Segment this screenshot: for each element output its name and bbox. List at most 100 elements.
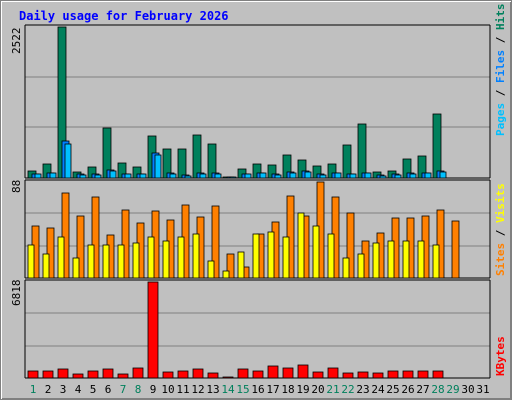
- visits-bar-sites: [346, 212, 355, 279]
- visits-bar-visits: [327, 233, 335, 279]
- hits-bar-pages: [259, 172, 267, 179]
- kbytes-max-label: 6818: [10, 280, 23, 307]
- visits-bar-visits: [312, 225, 320, 279]
- kbytes-bar-kbytes: [297, 364, 309, 379]
- visits-bar-visits: [162, 240, 170, 279]
- kbytes-bar-kbytes: [222, 376, 234, 379]
- visits-bar-visits: [132, 242, 140, 279]
- kbytes-bar-kbytes: [342, 372, 354, 379]
- kbytes-bar-kbytes: [387, 370, 399, 379]
- hits-bar-pages: [169, 173, 177, 179]
- hits-bar-pages: [319, 174, 327, 179]
- visits-bar-visits: [417, 240, 425, 279]
- hits-bar-pages: [34, 173, 42, 179]
- kbytes-bar-kbytes: [327, 367, 339, 379]
- day-label: 27: [416, 383, 429, 396]
- day-label: 5: [90, 383, 97, 396]
- day-label: 20: [311, 383, 324, 396]
- kbytes-bar-kbytes: [177, 370, 189, 379]
- visits-bar-visits: [117, 244, 125, 279]
- kbytes-legend: KBytes: [494, 336, 507, 376]
- kbytes-bar-kbytes: [312, 371, 324, 379]
- hits-bar-pages: [394, 174, 402, 179]
- day-label: 24: [371, 383, 385, 396]
- kbytes-bar-kbytes: [282, 367, 294, 379]
- visits-bar-visits: [402, 240, 410, 279]
- visits-bar-visits: [342, 257, 350, 279]
- hits-bar-pages: [199, 173, 207, 179]
- hits-bar-pages: [379, 175, 387, 179]
- day-label: 1: [30, 383, 37, 396]
- hits-bar-pages: [274, 174, 282, 179]
- kbytes-bar-kbytes: [147, 281, 159, 379]
- hits-bar-hits: [177, 148, 187, 179]
- hits-bar-pages: [154, 154, 162, 179]
- day-label: 22: [341, 383, 354, 396]
- hits-bar-pages: [439, 171, 447, 179]
- visits-bar-visits: [372, 242, 380, 279]
- hits-panel: [24, 24, 491, 179]
- hits-bar-pages: [289, 172, 297, 179]
- visits-bar-visits: [207, 260, 215, 279]
- hits-bar-pages: [184, 175, 192, 179]
- hits-bar-pages: [214, 173, 222, 179]
- hits-max-label: 2522: [10, 28, 23, 55]
- kbytes-bar-kbytes: [372, 372, 384, 379]
- kbytes-bar-kbytes: [57, 368, 69, 379]
- kbytes-bar-kbytes: [27, 370, 39, 379]
- legend-kbytes: KBytes: [494, 336, 507, 376]
- day-label: 30: [461, 383, 474, 396]
- visits-bar-visits: [282, 236, 290, 279]
- hits-bar-pages: [364, 172, 372, 179]
- hits-bar-pages: [124, 173, 132, 179]
- kbytes-bar-kbytes: [117, 373, 129, 379]
- visits-max-label: 88: [10, 180, 23, 193]
- hits-bar-pages: [424, 172, 432, 179]
- visits-bar-visits: [147, 236, 155, 279]
- kbytes-plot-area: [25, 280, 490, 378]
- kbytes-bar-kbytes: [162, 371, 174, 379]
- visits-bar-visits: [252, 233, 260, 279]
- visits-bar-visits: [87, 244, 95, 279]
- visits-bar-sites: [61, 192, 70, 279]
- kbytes-panel: [24, 279, 491, 379]
- kbytes-bar-kbytes: [357, 371, 369, 379]
- visits-bar-visits: [192, 233, 200, 279]
- hits-bar-hits: [342, 144, 352, 179]
- kbytes-bar-kbytes: [237, 368, 249, 379]
- day-label: 26: [401, 383, 414, 396]
- visits-bar-sites: [451, 220, 460, 279]
- hits-bar-hits: [357, 123, 367, 179]
- visits-bar-sites: [211, 205, 220, 279]
- visits-bar-visits: [432, 244, 440, 279]
- kbytes-bar-kbytes: [102, 368, 114, 379]
- hits-bar-pages: [139, 173, 147, 179]
- visits-bar-sites: [46, 227, 55, 279]
- visits-bar-visits: [297, 212, 305, 279]
- hits-bar-hits: [432, 113, 442, 179]
- day-label: 9: [150, 383, 157, 396]
- day-label: 13: [206, 383, 219, 396]
- hits-bar-pages: [94, 174, 102, 179]
- day-label: 29: [446, 383, 459, 396]
- visits-bar-visits: [72, 257, 80, 279]
- chart-title: Daily usage for February 2026: [19, 9, 229, 23]
- kbytes-bar-kbytes: [132, 367, 144, 379]
- legend-visits: Visits: [494, 183, 507, 223]
- day-label: 4: [75, 383, 82, 396]
- visits-bar-sites: [121, 209, 130, 279]
- hits-legend: Pages / Files / Hits: [494, 4, 507, 137]
- kbytes-bar-kbytes: [72, 373, 84, 379]
- kbytes-bar-kbytes: [42, 370, 54, 379]
- day-label: 6: [105, 383, 112, 396]
- hits-bar-pages: [79, 174, 87, 179]
- visits-bar-visits: [42, 253, 50, 279]
- visits-bar-visits: [237, 251, 245, 279]
- hits-bar-pages: [304, 171, 312, 179]
- day-label: 15: [236, 383, 249, 396]
- visits-bar-visits: [57, 236, 65, 279]
- hits-bar-pages: [49, 172, 57, 179]
- hits-bar-hits: [192, 134, 202, 179]
- kbytes-bar-kbytes: [207, 372, 219, 379]
